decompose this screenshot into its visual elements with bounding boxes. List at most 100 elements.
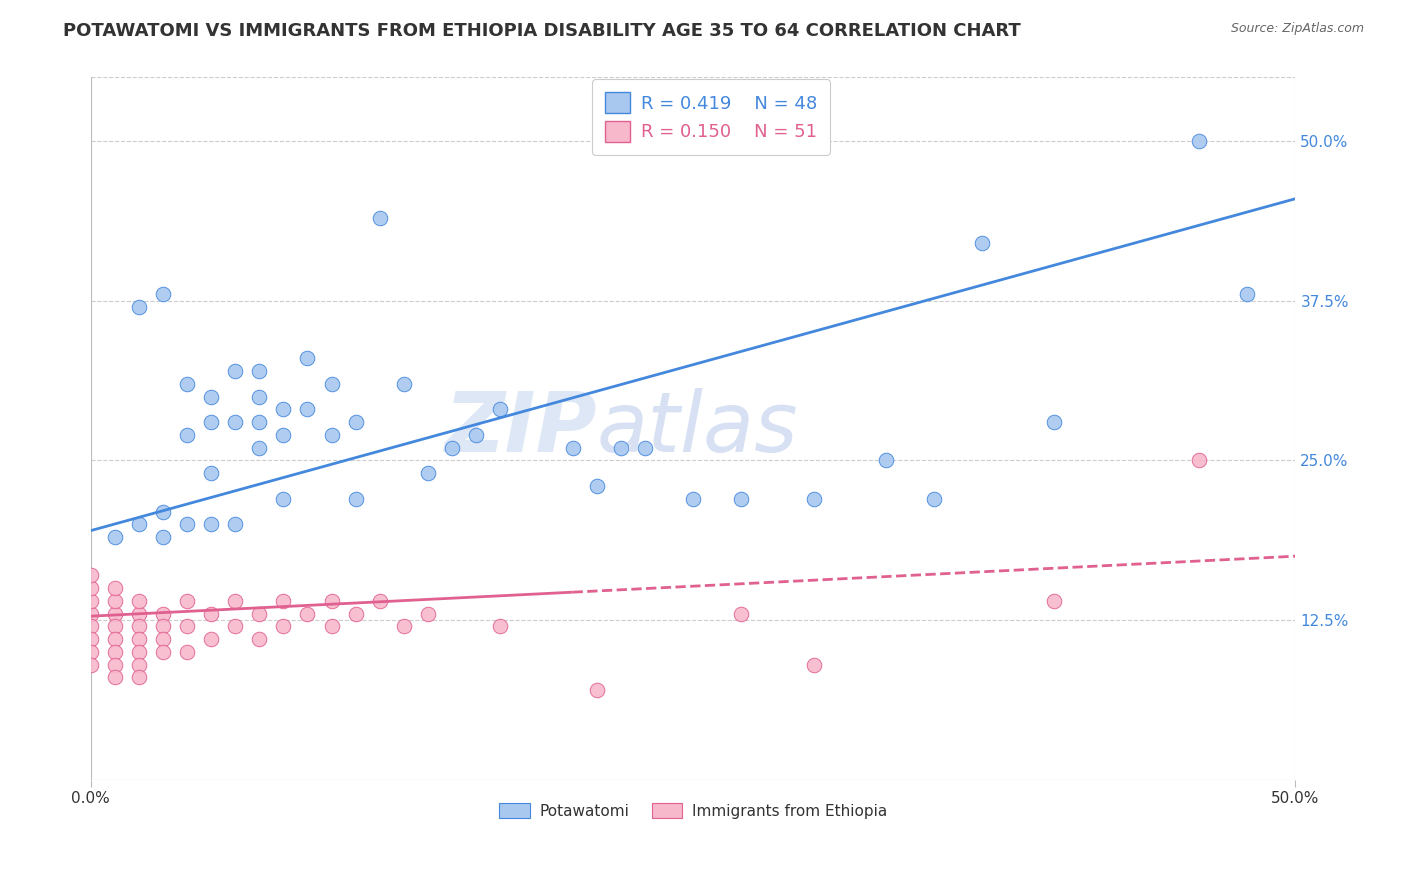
Point: [489, 402, 512, 417]
Point: [79, 619, 101, 633]
Point: [416, 467, 439, 481]
Point: [200, 607, 222, 621]
Point: [152, 530, 174, 544]
Point: [79, 568, 101, 582]
Point: [104, 619, 127, 633]
Point: [224, 517, 246, 532]
Point: [104, 530, 127, 544]
Point: [128, 300, 150, 314]
Point: [104, 632, 127, 647]
Point: [128, 632, 150, 647]
Point: [1188, 134, 1211, 148]
Point: [585, 683, 607, 698]
Point: [79, 632, 101, 647]
Point: [730, 491, 752, 506]
Point: [247, 607, 270, 621]
Point: [128, 517, 150, 532]
Point: [247, 364, 270, 378]
Point: [79, 645, 101, 659]
Point: [176, 619, 198, 633]
Point: [416, 607, 439, 621]
Point: [200, 632, 222, 647]
Point: [682, 491, 704, 506]
Point: [79, 581, 101, 595]
Point: [176, 376, 198, 391]
Point: [128, 657, 150, 672]
Point: [368, 594, 391, 608]
Point: [465, 428, 488, 442]
Point: [297, 402, 319, 417]
Point: [344, 415, 367, 429]
Point: [972, 236, 994, 251]
Legend: Potawatomi, Immigrants from Ethiopia: Potawatomi, Immigrants from Ethiopia: [494, 797, 893, 824]
Point: [297, 607, 319, 621]
Point: [321, 594, 343, 608]
Point: [200, 517, 222, 532]
Point: [79, 607, 101, 621]
Text: POTAWATOMI VS IMMIGRANTS FROM ETHIOPIA DISABILITY AGE 35 TO 64 CORRELATION CHART: POTAWATOMI VS IMMIGRANTS FROM ETHIOPIA D…: [63, 22, 1021, 40]
Point: [128, 607, 150, 621]
Point: [200, 467, 222, 481]
Point: [344, 491, 367, 506]
Point: [344, 607, 367, 621]
Point: [297, 351, 319, 366]
Point: [321, 619, 343, 633]
Point: [1043, 594, 1066, 608]
Point: [152, 632, 174, 647]
Point: [104, 581, 127, 595]
Point: [176, 428, 198, 442]
Point: [176, 645, 198, 659]
Point: [79, 594, 101, 608]
Point: [875, 453, 897, 467]
Text: Source: ZipAtlas.com: Source: ZipAtlas.com: [1230, 22, 1364, 36]
Point: [273, 402, 295, 417]
Point: [200, 415, 222, 429]
Point: [128, 594, 150, 608]
Point: [247, 390, 270, 404]
Point: [273, 619, 295, 633]
Point: [176, 517, 198, 532]
Point: [803, 491, 825, 506]
Point: [273, 594, 295, 608]
Point: [489, 619, 512, 633]
Point: [104, 645, 127, 659]
Text: atlas: atlas: [596, 388, 799, 469]
Point: [79, 657, 101, 672]
Point: [128, 645, 150, 659]
Point: [321, 376, 343, 391]
Text: ZIP: ZIP: [444, 388, 596, 469]
Point: [922, 491, 945, 506]
Point: [152, 287, 174, 301]
Point: [392, 619, 415, 633]
Point: [104, 670, 127, 684]
Point: [609, 441, 631, 455]
Point: [152, 504, 174, 518]
Point: [368, 211, 391, 225]
Point: [152, 607, 174, 621]
Point: [176, 594, 198, 608]
Point: [200, 390, 222, 404]
Point: [273, 491, 295, 506]
Point: [321, 428, 343, 442]
Point: [104, 657, 127, 672]
Point: [104, 607, 127, 621]
Point: [1043, 415, 1066, 429]
Point: [224, 594, 246, 608]
Point: [104, 594, 127, 608]
Point: [247, 441, 270, 455]
Point: [128, 670, 150, 684]
Point: [561, 441, 583, 455]
Point: [803, 657, 825, 672]
Point: [585, 479, 607, 493]
Point: [224, 364, 246, 378]
Point: [441, 441, 464, 455]
Point: [224, 415, 246, 429]
Point: [224, 619, 246, 633]
Point: [634, 441, 657, 455]
Point: [128, 619, 150, 633]
Point: [1188, 453, 1211, 467]
Point: [273, 428, 295, 442]
Point: [247, 632, 270, 647]
Point: [152, 619, 174, 633]
Point: [152, 645, 174, 659]
